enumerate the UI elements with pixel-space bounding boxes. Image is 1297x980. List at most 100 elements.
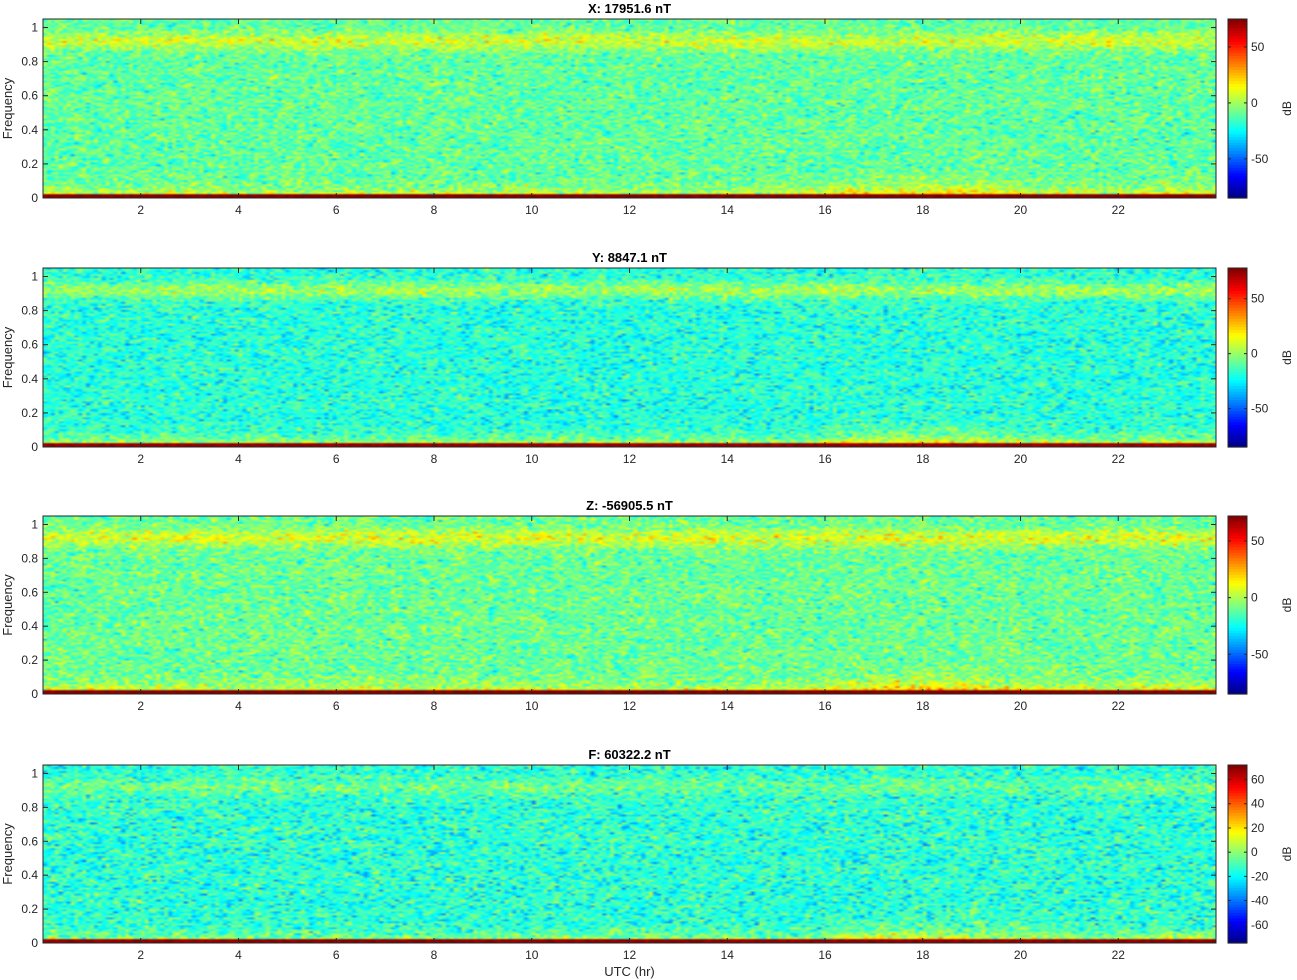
colorbar-swatch bbox=[1228, 571, 1247, 576]
colorbar-swatch bbox=[1228, 593, 1247, 598]
colorbar-swatch bbox=[1228, 906, 1247, 911]
colorbar-swatch bbox=[1228, 773, 1247, 777]
colorbar-swatch bbox=[1228, 153, 1247, 157]
colorbar-swatch bbox=[1228, 421, 1247, 426]
colorbar-swatch bbox=[1228, 655, 1247, 659]
panel-title: F: 60322.2 nT bbox=[588, 747, 670, 762]
colorbar-swatch bbox=[1228, 632, 1247, 637]
colorbar-swatch bbox=[1228, 879, 1247, 883]
colorbar-swatch bbox=[1228, 627, 1247, 631]
colorbar-tick-label: 0 bbox=[1251, 591, 1258, 605]
colorbar-frame bbox=[1227, 267, 1248, 448]
colorbar-swatch bbox=[1228, 402, 1247, 406]
x-tick-label: 14 bbox=[721, 699, 735, 713]
colorbar-swatch bbox=[1228, 273, 1247, 277]
colorbar-swatch bbox=[1228, 854, 1247, 858]
colorbar-swatch bbox=[1228, 820, 1247, 825]
colorbar-swatch bbox=[1228, 413, 1247, 417]
colorbar-swatch bbox=[1228, 574, 1247, 578]
colorbar-swatch bbox=[1228, 326, 1247, 331]
colorbar-swatch bbox=[1228, 335, 1247, 339]
colorbar-swatch bbox=[1228, 119, 1247, 124]
colorbar: -50 0 50 dB bbox=[1227, 18, 1294, 199]
panel-0: 2 4 6 8 10 12 14 16 18 20 22 0 0.2 0.4 0.6 0.8 1 X: 17951… bbox=[0, 1, 1294, 217]
colorbar-swatch bbox=[1228, 812, 1247, 816]
colorbar-swatch bbox=[1228, 391, 1247, 395]
panel-title: Z: -56905.5 nT bbox=[586, 498, 673, 513]
colorbar-swatch bbox=[1228, 688, 1247, 692]
colorbar-swatch bbox=[1228, 809, 1247, 813]
colorbar-swatch bbox=[1228, 557, 1247, 562]
colorbar-swatch bbox=[1228, 646, 1247, 651]
x-tick-label: 14 bbox=[721, 452, 735, 466]
colorbar-swatch bbox=[1228, 666, 1247, 670]
colorbar-swatch bbox=[1228, 276, 1247, 280]
colorbar-swatch bbox=[1228, 881, 1247, 886]
colorbar-label: dB bbox=[1280, 101, 1294, 116]
y-tick-label: 0.6 bbox=[21, 834, 38, 848]
colorbar-swatch bbox=[1228, 195, 1247, 199]
colorbar-swatch bbox=[1228, 641, 1247, 645]
colorbar-swatch bbox=[1228, 588, 1247, 592]
colorbar-swatch bbox=[1228, 312, 1247, 317]
colorbar-swatch bbox=[1228, 309, 1247, 314]
colorbar-swatch bbox=[1228, 49, 1247, 54]
x-tick-label: 8 bbox=[431, 203, 438, 217]
x-tick-label: 18 bbox=[916, 203, 930, 217]
colorbar-swatch bbox=[1228, 170, 1247, 174]
colorbar-swatch bbox=[1228, 38, 1247, 42]
colorbar-swatch bbox=[1228, 186, 1247, 191]
x-tick-label: 16 bbox=[818, 452, 832, 466]
x-tick-label: 16 bbox=[818, 203, 832, 217]
y-axis-label: Frequency bbox=[0, 326, 15, 388]
colorbar-swatch bbox=[1228, 304, 1247, 308]
x-tick-label: 4 bbox=[235, 452, 242, 466]
x-tick-label: 8 bbox=[431, 452, 438, 466]
y-tick-label: 0.4 bbox=[21, 619, 38, 633]
colorbar-swatch bbox=[1228, 407, 1247, 412]
colorbar-swatch bbox=[1228, 801, 1247, 805]
colorbar-swatch bbox=[1228, 388, 1247, 392]
colorbar-swatch bbox=[1228, 607, 1247, 612]
y-tick-label: 0.4 bbox=[21, 868, 38, 882]
colorbar-swatch bbox=[1228, 55, 1247, 59]
colorbar-swatch bbox=[1228, 552, 1247, 556]
colorbar-swatch bbox=[1228, 851, 1247, 855]
colorbar-swatch bbox=[1228, 351, 1247, 356]
colorbar-swatch bbox=[1228, 122, 1247, 126]
colorbar-swatch bbox=[1228, 784, 1247, 788]
colorbar-swatch bbox=[1228, 441, 1247, 445]
colorbar-swatch bbox=[1228, 781, 1247, 786]
colorbar-swatch bbox=[1228, 527, 1247, 531]
colorbar-swatch bbox=[1228, 374, 1247, 378]
colorbar-swatch bbox=[1228, 125, 1247, 129]
colorbar-swatch bbox=[1228, 385, 1247, 389]
colorbar-swatch bbox=[1228, 892, 1247, 897]
x-tick-label: 8 bbox=[431, 948, 438, 962]
colorbar-swatch bbox=[1228, 826, 1247, 830]
colorbar-swatch bbox=[1228, 290, 1247, 294]
colorbar-swatch bbox=[1228, 105, 1247, 110]
colorbar-frame bbox=[1227, 764, 1248, 944]
x-tick-label: 10 bbox=[525, 699, 539, 713]
x-axis-label: UTC (hr) bbox=[604, 964, 655, 979]
colorbar-swatch bbox=[1228, 430, 1247, 434]
colorbar: -50 0 50 dB bbox=[1227, 515, 1294, 695]
colorbar-swatch bbox=[1228, 97, 1247, 101]
x-tick-label: 10 bbox=[525, 948, 539, 962]
colorbar-swatch bbox=[1228, 379, 1247, 384]
colorbar-swatch bbox=[1228, 360, 1247, 364]
colorbar-swatch bbox=[1228, 532, 1247, 537]
colorbar-swatch bbox=[1228, 66, 1247, 70]
colorbar-swatch bbox=[1228, 329, 1247, 333]
spectrogram-raster bbox=[43, 765, 1216, 943]
colorbar-swatch bbox=[1228, 365, 1247, 370]
colorbar-swatch bbox=[1228, 859, 1247, 863]
colorbar: -50 0 50 dB bbox=[1227, 267, 1294, 448]
colorbar-swatch bbox=[1228, 663, 1247, 667]
colorbar-swatch bbox=[1228, 424, 1247, 429]
y-tick-label: 0.2 bbox=[21, 406, 38, 420]
x-tick-label: 22 bbox=[1112, 699, 1126, 713]
colorbar-swatch bbox=[1228, 518, 1247, 523]
colorbar-swatch bbox=[1228, 624, 1247, 628]
